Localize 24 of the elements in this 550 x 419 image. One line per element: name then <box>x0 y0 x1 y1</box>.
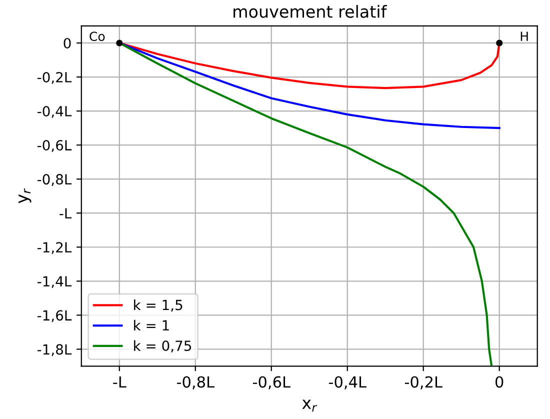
annotation: Co <box>90 32 105 42</box>
chart-title: mouvement relatif <box>234 4 387 18</box>
x-tick-label: -0,8L <box>176 376 214 390</box>
y-tick-label: -L <box>60 208 72 218</box>
y-tick-label: -0,2L <box>38 72 72 84</box>
x-axis-title: x$_{r}$ <box>302 400 318 412</box>
x-tick-label: -0,2L <box>404 376 442 390</box>
y-axis-title: y$_{r}$ <box>18 188 32 204</box>
y-tick-label: -1,6L <box>38 310 72 322</box>
x-tick-label: -0,6L <box>252 376 290 390</box>
legend-label: k = 1 <box>134 320 169 330</box>
y-tick-label: -0,4L <box>38 106 72 118</box>
annotation: H <box>520 32 528 41</box>
y-tick-label: -0,8L <box>38 174 72 186</box>
y-tick-label: -1,8L <box>38 344 72 356</box>
y-tick-label: -1,4L <box>38 276 72 288</box>
y-tick-label: 0 <box>64 38 71 48</box>
y-tick-label: -0,6L <box>38 140 72 152</box>
legend-label: k = 1,5 <box>134 299 182 312</box>
x-tick-label: -0,4L <box>328 376 366 390</box>
x-tick-label: -L <box>113 376 126 388</box>
y-tick-label: -1,2L <box>38 242 72 254</box>
x-tick-label: 0 <box>496 376 504 388</box>
legend-label: k = 0,75 <box>134 340 192 352</box>
